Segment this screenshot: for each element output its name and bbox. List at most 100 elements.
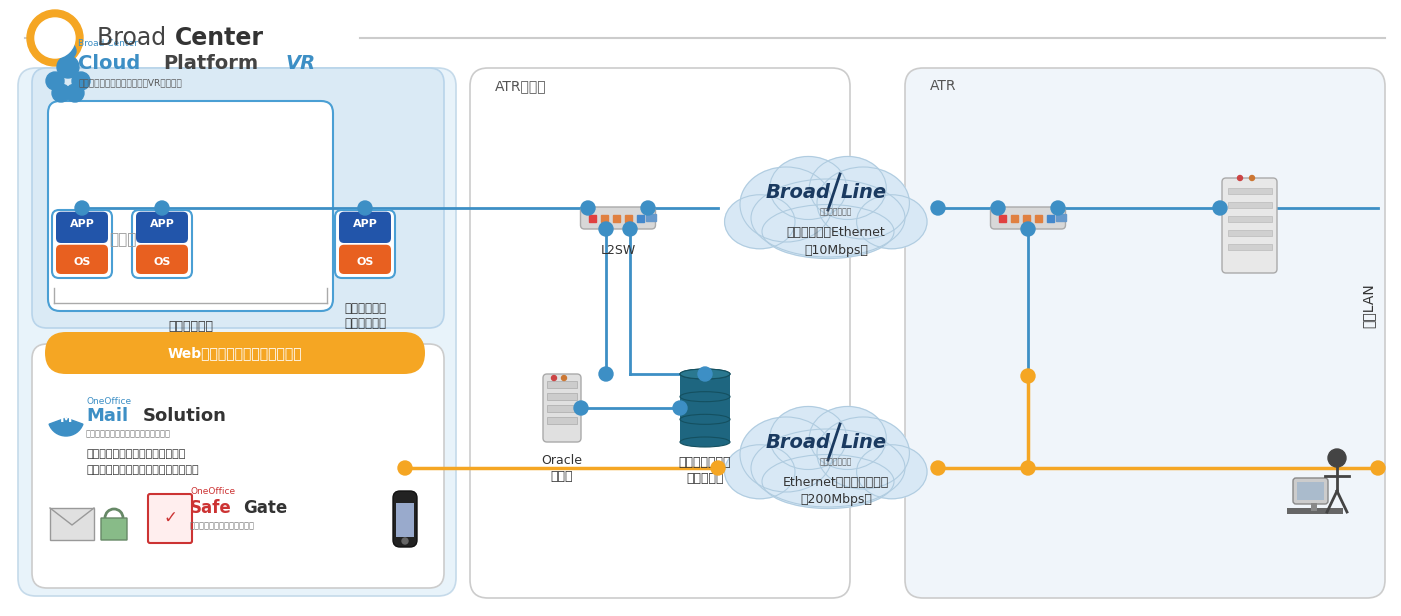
FancyBboxPatch shape [580, 207, 656, 229]
Text: ATRラック: ATRラック [495, 79, 546, 93]
FancyBboxPatch shape [32, 344, 444, 588]
Text: Webメール・セキュアブラウザ: Webメール・セキュアブラウザ [168, 346, 303, 360]
Text: Broad: Broad [766, 182, 831, 201]
Text: 社内LAN: 社内LAN [1360, 283, 1374, 328]
Circle shape [1250, 176, 1254, 180]
Text: M: M [60, 411, 73, 424]
Text: ・・・: ・・・ [109, 232, 137, 248]
Circle shape [1213, 201, 1227, 215]
Bar [1035, 215, 1042, 222]
Text: APP: APP [70, 219, 94, 229]
FancyBboxPatch shape [149, 494, 192, 543]
Circle shape [932, 201, 946, 215]
Bar [1229, 230, 1272, 236]
Wedge shape [49, 418, 83, 436]
FancyBboxPatch shape [136, 245, 188, 274]
Text: クラウド・プラットフォームVRシリーズ: クラウド・プラットフォームVRシリーズ [78, 78, 182, 87]
Circle shape [562, 376, 566, 381]
FancyBboxPatch shape [52, 210, 112, 278]
Text: L2SW: L2SW [601, 243, 636, 256]
Text: Broad: Broad [97, 26, 174, 50]
FancyBboxPatch shape [48, 101, 333, 311]
Bar [679, 374, 730, 442]
Bar [546, 381, 577, 388]
Circle shape [623, 222, 637, 236]
Ellipse shape [762, 455, 894, 508]
Circle shape [991, 201, 1005, 215]
Text: リレーションEthernet: リレーションEthernet [786, 225, 885, 238]
Ellipse shape [724, 195, 794, 249]
Circle shape [600, 222, 614, 236]
Ellipse shape [810, 156, 887, 219]
FancyBboxPatch shape [335, 210, 395, 278]
FancyBboxPatch shape [132, 210, 192, 278]
Circle shape [1237, 176, 1243, 180]
Text: Broad: Broad [766, 432, 831, 452]
Ellipse shape [751, 179, 905, 257]
FancyBboxPatch shape [18, 68, 455, 596]
Bar [1229, 244, 1272, 250]
Bar [614, 215, 621, 222]
Text: Line: Line [841, 182, 887, 201]
Ellipse shape [740, 417, 832, 492]
Text: ブロードライン: ブロードライン [820, 208, 852, 216]
Text: ワンオフィス・メールソリューション: ワンオフィス・メールソリューション [85, 429, 171, 439]
FancyBboxPatch shape [991, 207, 1066, 229]
Ellipse shape [856, 195, 927, 249]
Bar [625, 215, 632, 222]
Text: Center: Center [175, 26, 263, 50]
FancyBboxPatch shape [101, 518, 127, 540]
Bar [396, 503, 415, 537]
Text: Broad Center: Broad Center [78, 39, 137, 47]
Ellipse shape [769, 407, 846, 469]
Text: Line: Line [841, 432, 887, 452]
Bar [1229, 202, 1272, 208]
Bar [1297, 482, 1324, 500]
FancyBboxPatch shape [544, 374, 581, 442]
Circle shape [672, 401, 686, 415]
Circle shape [35, 18, 76, 58]
Circle shape [932, 461, 946, 475]
Bar [1311, 503, 1317, 511]
FancyBboxPatch shape [32, 68, 444, 328]
Text: （10Mbps）: （10Mbps） [804, 243, 869, 256]
Circle shape [1051, 201, 1065, 215]
Circle shape [581, 201, 595, 215]
Circle shape [359, 201, 373, 215]
FancyBboxPatch shape [56, 212, 108, 243]
Circle shape [1372, 461, 1386, 475]
Bar [637, 215, 644, 222]
Circle shape [574, 401, 588, 415]
Bar [546, 417, 577, 424]
Ellipse shape [810, 407, 887, 469]
Bar [1229, 216, 1272, 222]
Text: Cloud: Cloud [78, 54, 140, 73]
FancyBboxPatch shape [469, 68, 850, 598]
Bar [1288, 508, 1344, 514]
Circle shape [1021, 222, 1035, 236]
Text: ワンオフィス・セーフゲート: ワンオフィス・セーフゲート [191, 522, 255, 530]
Ellipse shape [762, 205, 894, 259]
Ellipse shape [817, 417, 909, 489]
Text: ATR: ATR [930, 79, 957, 93]
Text: OneOffice: OneOffice [191, 487, 235, 495]
Circle shape [402, 538, 408, 544]
Circle shape [642, 201, 656, 215]
Text: Ethernetインターネット: Ethernetインターネット [783, 476, 890, 488]
FancyBboxPatch shape [136, 212, 188, 243]
Circle shape [156, 201, 170, 215]
Circle shape [57, 56, 78, 78]
Circle shape [552, 376, 556, 381]
FancyBboxPatch shape [394, 491, 417, 547]
Circle shape [698, 367, 712, 381]
Circle shape [27, 10, 83, 66]
Text: OS: OS [73, 257, 91, 267]
Ellipse shape [769, 156, 846, 219]
Circle shape [66, 84, 84, 102]
Circle shape [60, 43, 76, 59]
Text: ・ワンオフィスメールストレージ: ・ワンオフィスメールストレージ [85, 449, 185, 459]
Bar [588, 215, 595, 222]
Circle shape [398, 461, 412, 475]
Ellipse shape [679, 415, 730, 424]
Text: ・ワンオフィススパムフィルタリング: ・ワンオフィススパムフィルタリング [85, 465, 199, 475]
